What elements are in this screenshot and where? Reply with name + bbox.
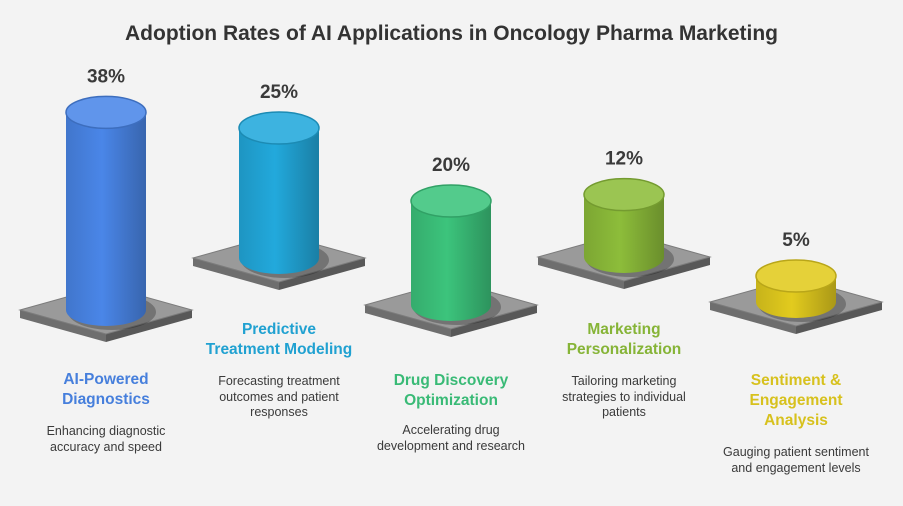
platform-side-right bbox=[279, 258, 365, 290]
platform-side-left bbox=[193, 258, 279, 290]
value-label-3: 20% bbox=[432, 155, 470, 176]
category-description-5: Gauging patient sentiment and engagement… bbox=[723, 445, 869, 475]
bar-1 bbox=[66, 112, 146, 327]
value-label-1: 38% bbox=[87, 66, 125, 87]
platform-side-right bbox=[451, 305, 537, 337]
bar-top-2 bbox=[238, 111, 320, 145]
platform-side-left bbox=[710, 302, 796, 334]
category-label-3: Drug Discovery Optimization bbox=[393, 372, 509, 409]
bar-2 bbox=[239, 128, 319, 274]
platform-side-right bbox=[624, 257, 710, 289]
platform-side-right bbox=[106, 310, 192, 342]
category-description-2: Forecasting treatment outcomes and patie… bbox=[218, 374, 340, 419]
category-description-1: Enhancing diagnostic accuracy and speed bbox=[46, 424, 166, 454]
category-label-1: AI-Powered Diagnostics bbox=[62, 371, 150, 408]
bar-top-3 bbox=[410, 184, 492, 218]
bar-3 bbox=[411, 201, 491, 321]
value-label-4: 12% bbox=[605, 149, 643, 170]
chart-title: Adoption Rates of AI Applications in Onc… bbox=[125, 22, 778, 45]
bar-group-2: 25% bbox=[191, 82, 367, 290]
platform-side-left bbox=[365, 305, 451, 337]
bar-top-1 bbox=[65, 95, 147, 130]
value-label-2: 25% bbox=[260, 82, 298, 103]
category-description-3: Accelerating drug development and resear… bbox=[376, 423, 525, 453]
bar-group-1: 38% bbox=[18, 66, 194, 342]
bar-top-4 bbox=[583, 177, 665, 212]
platform-side-left bbox=[538, 257, 624, 289]
platform-side-right bbox=[796, 302, 882, 334]
bar-4 bbox=[584, 194, 664, 273]
bar-group-4: 12% bbox=[536, 149, 712, 289]
category-label-2: Predictive Treatment Modeling bbox=[205, 321, 353, 358]
bar-top-5 bbox=[755, 259, 837, 293]
category-description-4: Tailoring marketing strategies to indivi… bbox=[562, 374, 686, 419]
platform-side-left bbox=[20, 310, 106, 342]
bar-group-3: 20% bbox=[363, 155, 539, 337]
value-label-5: 5% bbox=[782, 230, 810, 251]
category-label-5: Sentiment & Engagement Analysis bbox=[749, 372, 843, 429]
category-label-4: Marketing Personalization bbox=[566, 321, 682, 358]
bar-group-5: 5% bbox=[708, 230, 884, 334]
